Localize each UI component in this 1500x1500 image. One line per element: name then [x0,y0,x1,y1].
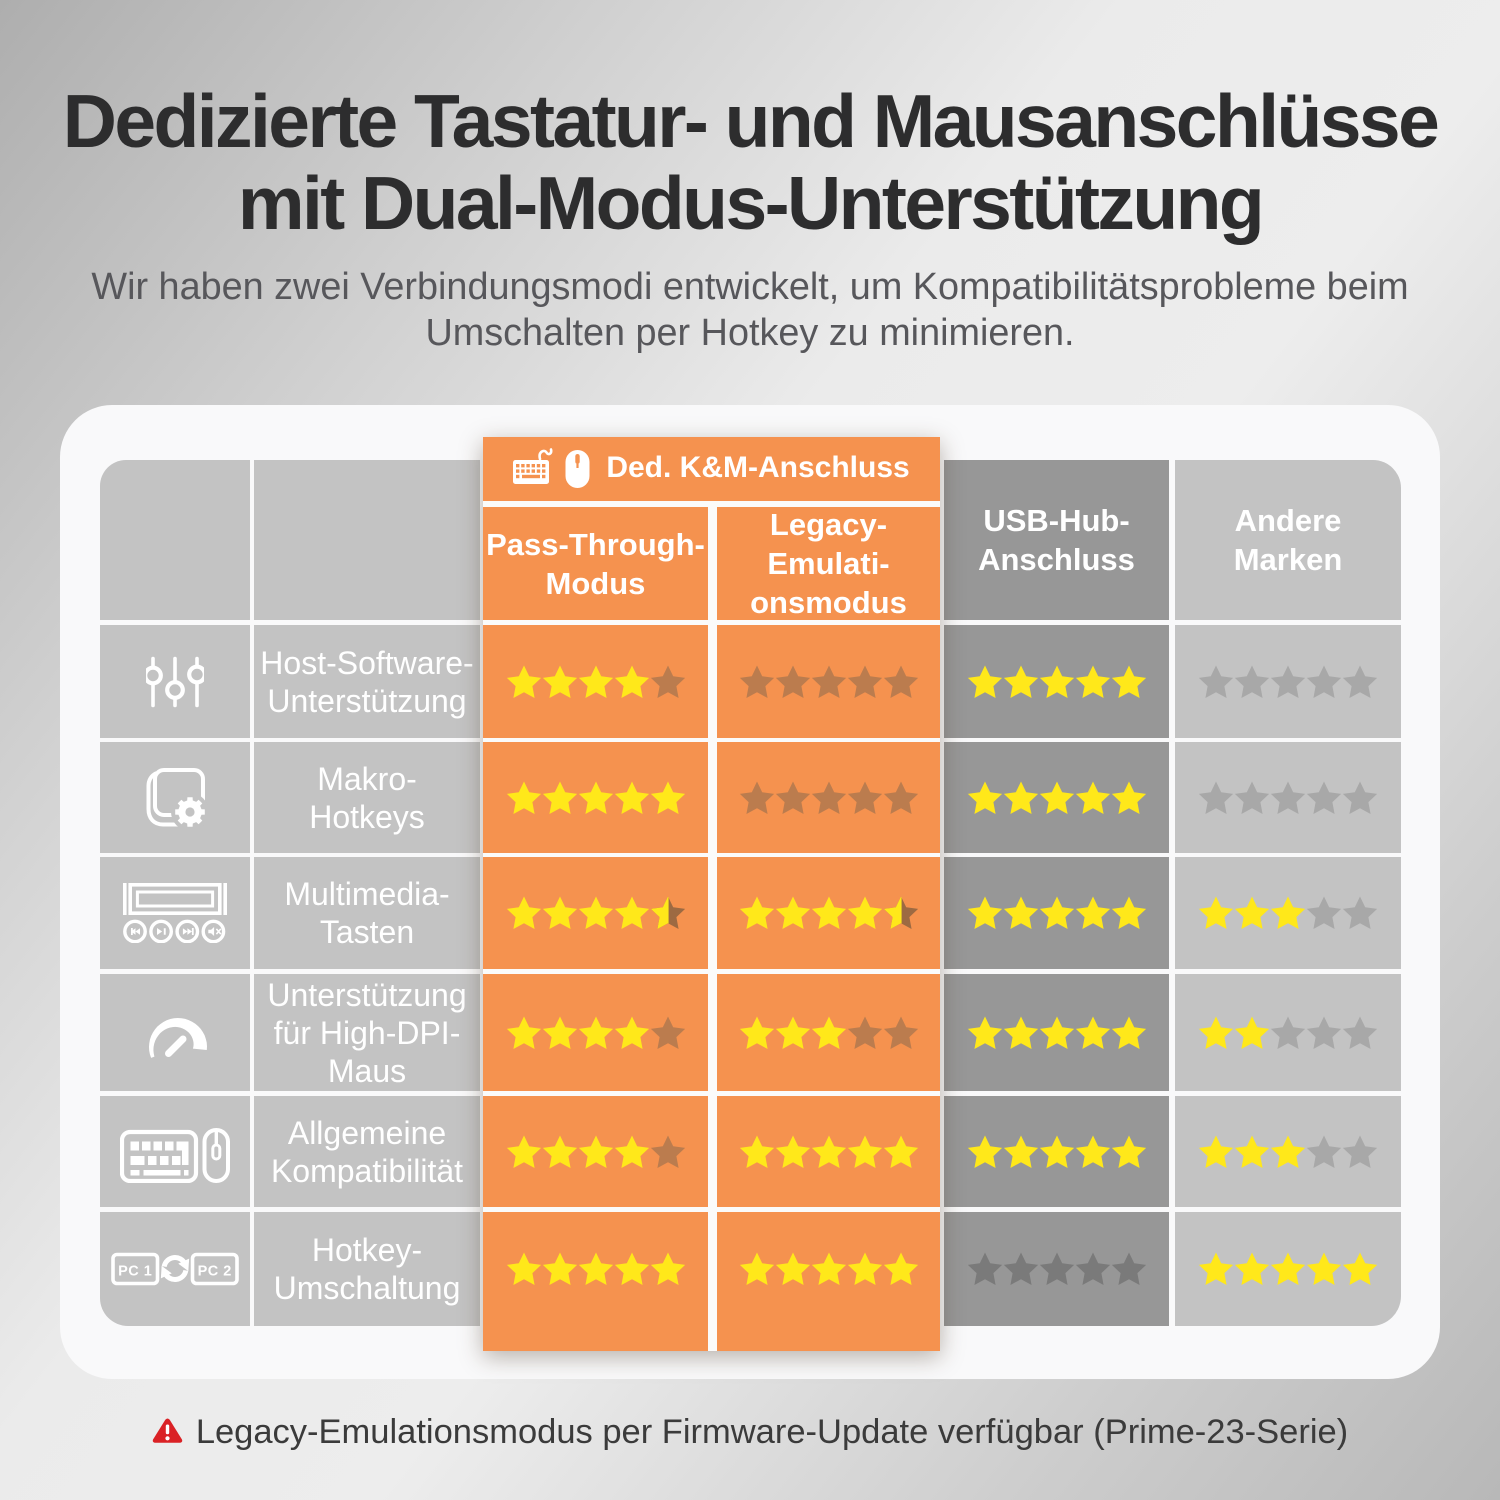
svg-text:PC 1: PC 1 [118,1264,152,1280]
svg-text:PC 2: PC 2 [198,1264,232,1280]
